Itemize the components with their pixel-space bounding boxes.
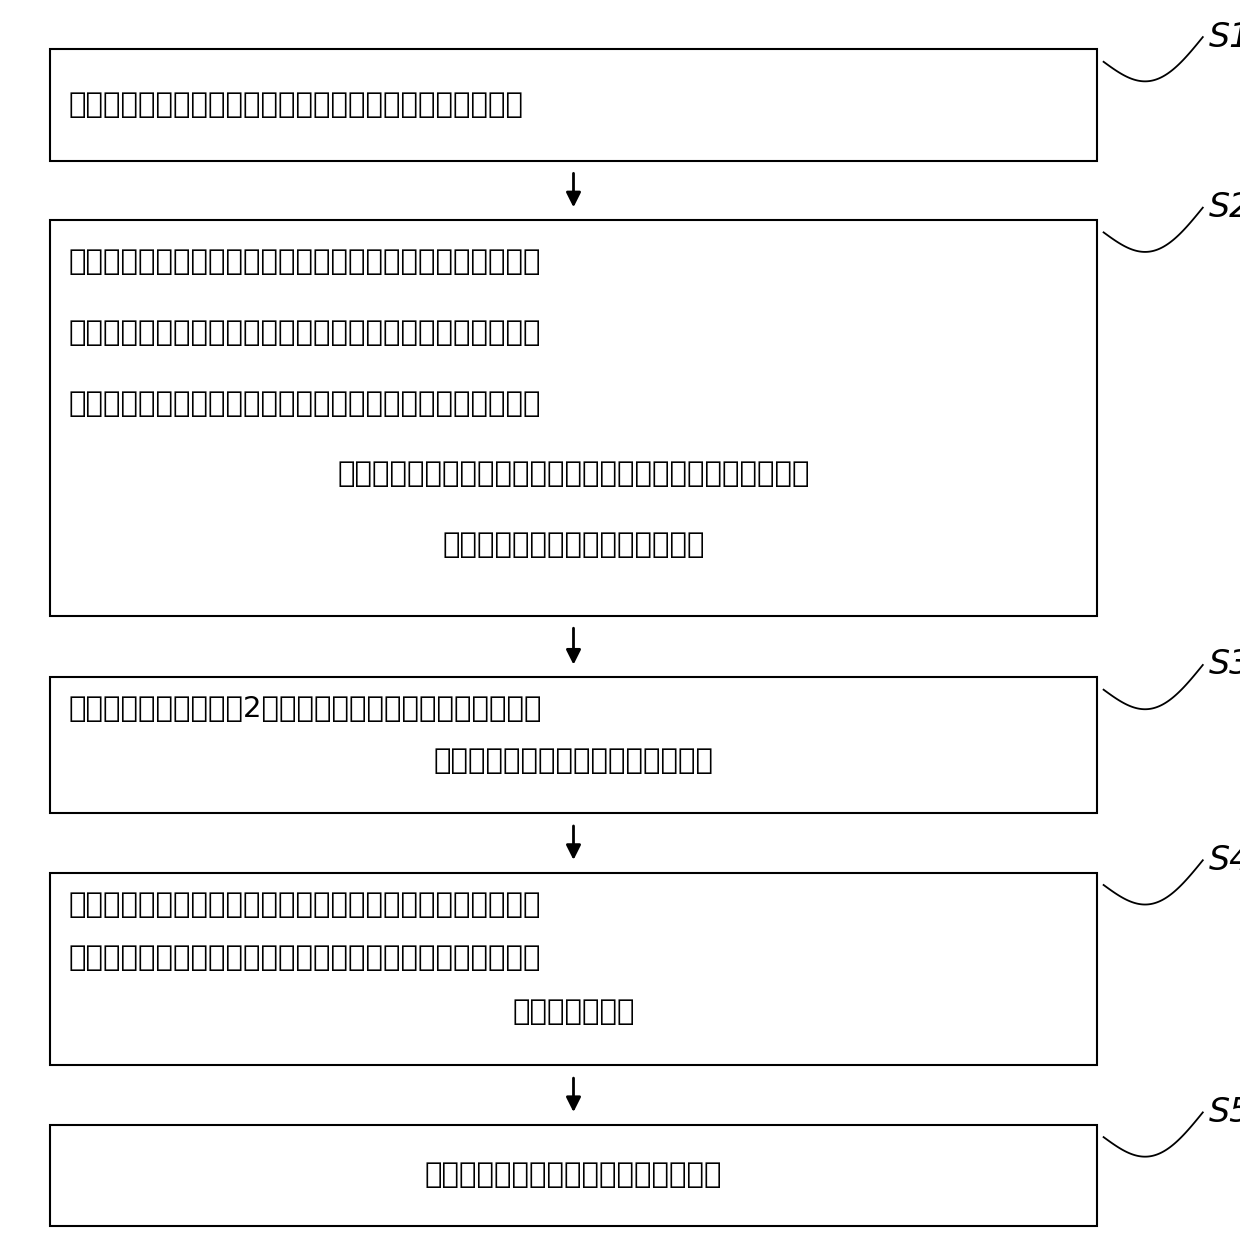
Text: S4: S4 (1209, 844, 1240, 876)
Text: 提供支撑衬底，将步骤2）得到的结构与所述支撑衬底键合，: 提供支撑衬底，将步骤2）得到的结构与所述支撑衬底键合， (68, 695, 542, 723)
Text: 自所述注入面向所述氧化物单晶衬底内进行离子注入，而后在: 自所述注入面向所述氧化物单晶衬底内进行离子注入，而后在 (68, 248, 541, 277)
Bar (50, 220, 1097, 616)
Bar (50, 677, 1097, 813)
Text: 所述注入面向所述氧化物单晶衬底内进行离子注入；离子注入: 所述注入面向所述氧化物单晶衬底内进行离子注入；离子注入 (68, 389, 541, 418)
Text: S5: S5 (1209, 1096, 1240, 1128)
Text: S1: S1 (1209, 21, 1240, 53)
Text: 提供氧化物单晶衬底，所述氧化物单晶衬底的一面为注入面: 提供氧化物单晶衬底，所述氧化物单晶衬底的一面为注入面 (68, 91, 523, 119)
Text: 沿所述缺陷层剥离部分所述氧化物单晶衬底，以得到氧化物单: 沿所述缺陷层剥离部分所述氧化物单晶衬底，以得到氧化物单 (68, 891, 541, 918)
Bar (50, 1125, 1097, 1226)
Text: S2: S2 (1209, 192, 1240, 224)
Text: 所述支撑衬底上: 所述支撑衬底上 (512, 997, 635, 1026)
Text: 晶薄膜，并使得到的所述氧化物单晶薄膜及所述下电极转移至: 晶薄膜，并使得到的所述氧化物单晶薄膜及所述下电极转移至 (68, 944, 541, 973)
Text: 且所述下电极与所述支撑衬底相接触: 且所述下电极与所述支撑衬底相接触 (434, 747, 713, 775)
Text: ，并在所述预设深度处形成缺陷层: ，并在所述预设深度处形成缺陷层 (443, 531, 704, 559)
Bar (50, 873, 1097, 1065)
Bar (50, 49, 1097, 161)
Text: 的能量足以使注入离子到达所述氧化物单晶衬底内的预设深度: 的能量足以使注入离子到达所述氧化物单晶衬底内的预设深度 (337, 460, 810, 488)
Text: 所述注入面形成下电极；或在所述注入面形成下电极，而后自: 所述注入面形成下电极；或在所述注入面形成下电极，而后自 (68, 319, 541, 347)
Text: S3: S3 (1209, 649, 1240, 681)
Text: 在所述氧化物单晶薄膜表面形成上电极: 在所述氧化物单晶薄膜表面形成上电极 (425, 1162, 722, 1189)
